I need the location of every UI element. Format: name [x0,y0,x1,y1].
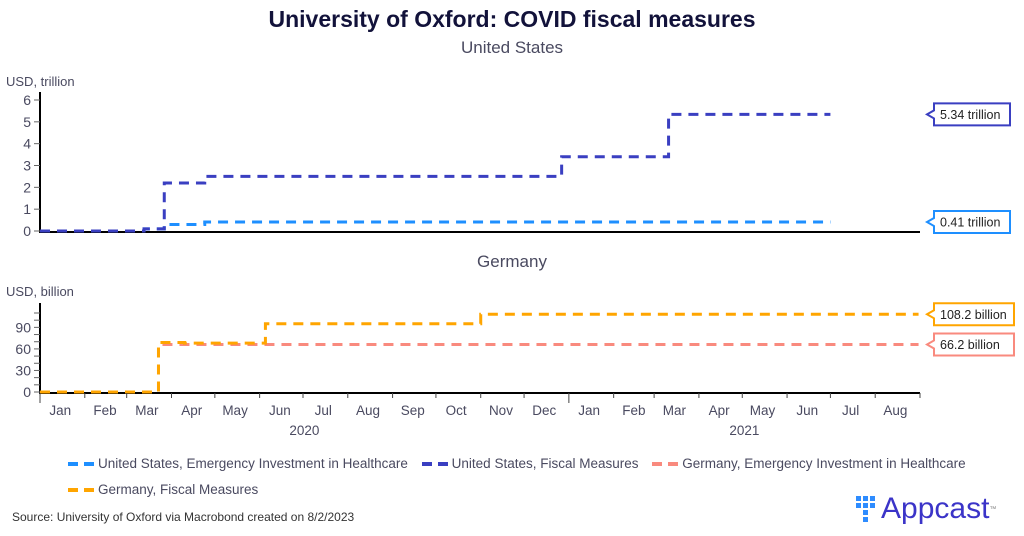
x-tick-label: Jun [796,403,818,418]
y-tick-label: 0 [23,384,31,400]
y-axis-label-germany: USD, billion [6,284,74,299]
legend-item-germany-healthcare[interactable]: Germany, Emergency Investment in Healthc… [652,452,966,476]
logo-icon [856,496,875,522]
y-axis-label-us: USD, trillion [6,74,75,89]
panel-title-germany: Germany [477,252,547,271]
x-tick-label: Jan [578,403,600,418]
y-tick-label: 1 [23,201,31,217]
x-tick-label: Aug [883,403,907,418]
panel-title-us: United States [460,38,564,57]
x-tick-label: Apr [181,403,203,418]
x-tick-label: Aug [356,403,380,418]
legend-item-us-fiscal[interactable]: United States, Fiscal Measures [421,452,639,476]
x-tick-label: May [222,403,248,418]
x-tick-label: Jul [842,403,859,418]
x-year-label: 2021 [729,423,759,438]
legend-swatch [68,488,94,492]
y-tick-label: 4 [23,136,31,152]
legend-item-germany-fiscal[interactable]: Germany, Fiscal Measures [68,478,258,502]
end-value-label: 66.2 billion [924,332,1015,357]
x-tick-label: Mar [663,403,687,418]
series-line-germany-fiscal-measures [40,312,919,394]
callout-text: 5.34 trillion [940,108,1000,122]
y-tick-label: 30 [15,362,31,378]
x-year-label: 2020 [289,423,319,438]
legend-swatch [652,462,679,466]
callout-box [924,332,1015,357]
x-tick-label: Feb [93,403,116,418]
y-tick-label: 0 [23,223,31,239]
x-tick-label: Oct [446,403,467,418]
legend-label: Germany, Fiscal Measures [98,482,259,497]
end-value-label: 5.34 trillion [924,102,1011,127]
callout-text: 108.2 billion [940,308,1007,322]
series-line-germany-emergency-investment-in-healthcare [40,342,919,394]
legend-label: Germany, Emergency Investment in Healthc… [682,456,966,471]
chart-title: University of Oxford: COVID fiscal measu… [268,6,756,32]
source-note: Source: University of Oxford via Macrobo… [12,510,355,524]
end-value-label: 0.41 trillion [924,210,1011,235]
callout-text: 0.41 trillion [940,216,1000,230]
callout-box [924,102,1011,127]
legend-label: United States, Emergency Investment in H… [98,456,408,471]
y-tick-label: 5 [23,114,31,130]
y-tick-label: 90 [15,319,31,335]
legend-swatch [68,462,94,466]
callout-box [924,210,1011,235]
legend-label: United States, Fiscal Measures [451,456,639,471]
legend: United States, Emergency Investment in H… [68,450,988,502]
x-tick-label: Mar [135,403,159,418]
x-tick-label: May [750,403,776,418]
logo-text: Appcast [881,492,990,525]
x-tick-label: Sep [401,403,425,418]
y-tick-label: 3 [23,158,31,174]
x-tick-label: Jul [315,403,332,418]
x-tick-label: Feb [622,403,645,418]
y-tick-label: 2 [23,179,31,195]
legend-swatch [421,462,448,466]
series-line-united-states-fiscal-measures [40,112,831,233]
trademark: ™ [989,505,997,513]
x-tick-label: Apr [709,403,731,418]
callout-text: 66.2 billion [940,338,1000,352]
appcast-logo: Appcast ™ [856,492,996,526]
y-tick-label: 60 [15,341,31,357]
x-tick-label: Nov [489,403,513,418]
end-value-label: 108.2 billion [924,302,1015,327]
x-tick-label: Jan [49,403,71,418]
x-tick-label: Dec [532,403,556,418]
y-tick-label: 6 [23,92,31,108]
callout-box [924,302,1015,327]
x-tick-label: Jun [269,403,291,418]
legend-item-us-healthcare[interactable]: United States, Emergency Investment in H… [68,452,408,476]
